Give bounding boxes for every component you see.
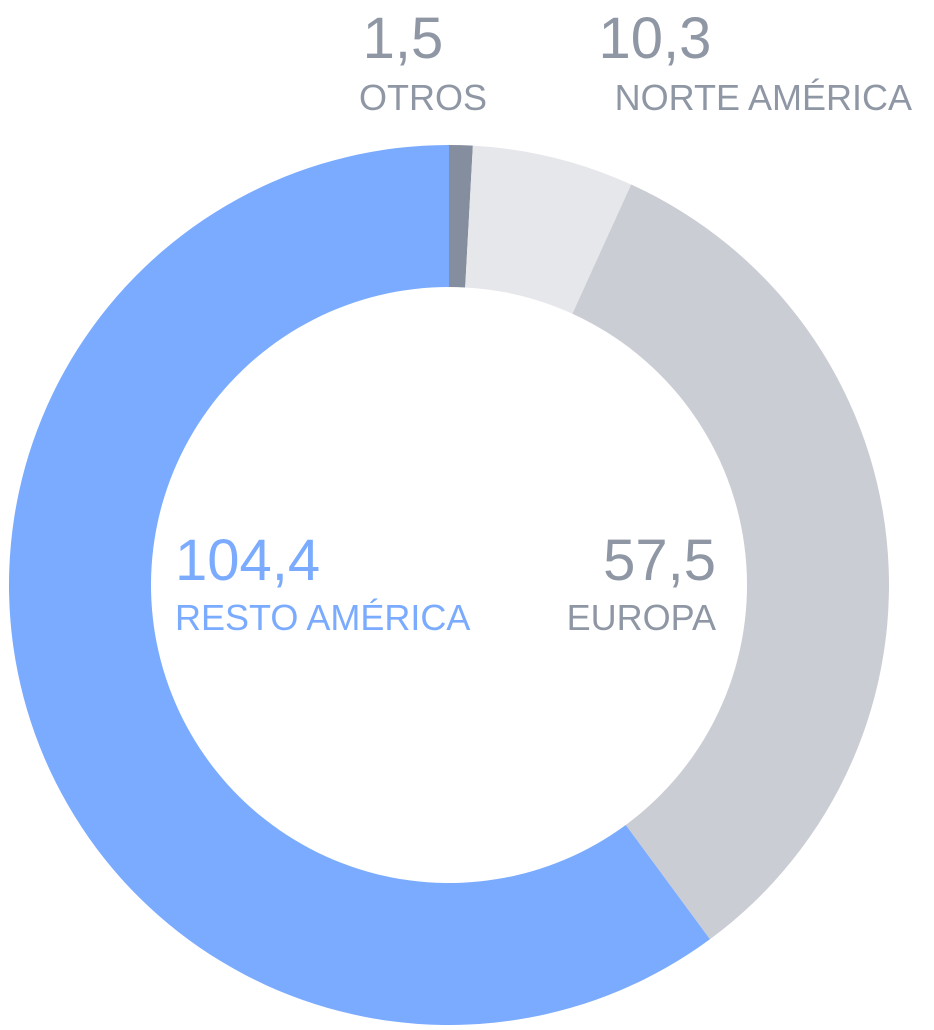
slice-label-otros: OTROS: [359, 77, 487, 118]
donut-slice-europa: [572, 184, 890, 940]
slice-value-otros: 1,5: [363, 6, 444, 71]
donut-slice-resto-américa: [8, 145, 710, 1025]
slice-value-norte-america: 10,3: [599, 6, 712, 71]
slice-value-europa: 57,5: [603, 528, 716, 593]
donut-slice-otros: [449, 145, 473, 288]
slice-label-norte-america: NORTE AMÉRICA: [615, 77, 912, 118]
donut-slice-norte-américa: [465, 145, 632, 314]
slice-label-europa: EUROPA: [567, 597, 716, 638]
slice-value-resto-america: 104,4: [175, 528, 320, 593]
slice-label-resto-america: RESTO AMÉRICA: [175, 597, 470, 638]
donut-slices: [8, 145, 890, 1025]
